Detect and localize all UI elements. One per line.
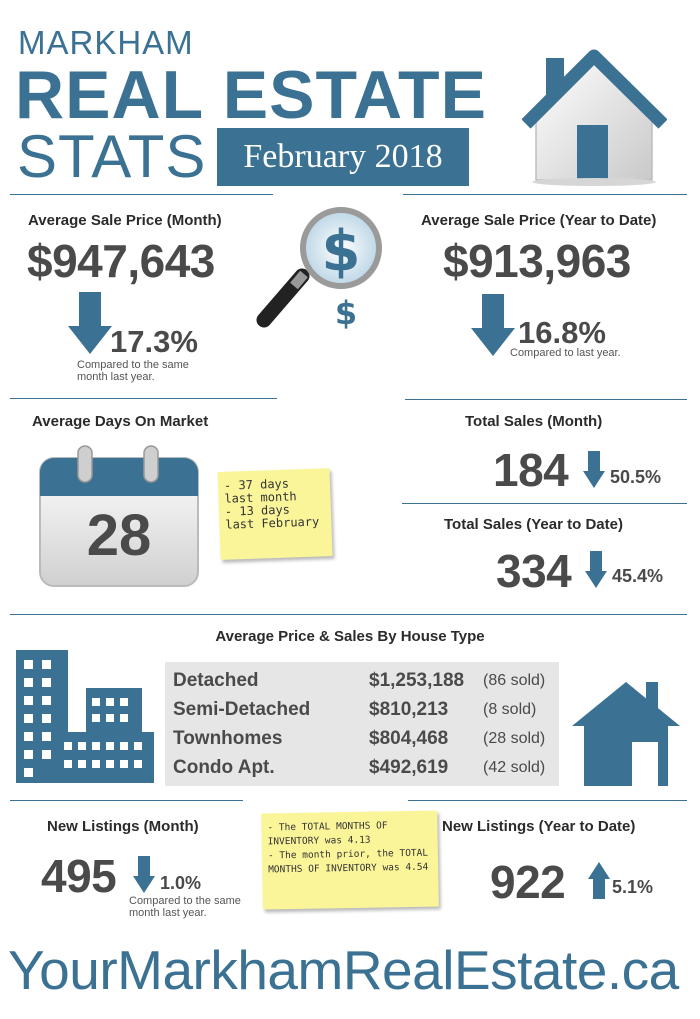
avg-sale-month-value: $947,643 [27, 235, 215, 287]
house-type-price: $810,213 [369, 699, 449, 720]
arrow-down-icon [585, 551, 607, 588]
arrow-down-icon [68, 292, 112, 354]
days-sticky-note: - 37 days last month - 13 days last Febr… [217, 468, 333, 560]
avg-sale-ytd-note: Compared to last year. [510, 347, 621, 359]
arrow-down-icon [133, 856, 155, 893]
apartment-buildings-icon [16, 650, 154, 783]
house-icon [572, 682, 680, 786]
house-type-price: $492,619 [369, 757, 449, 778]
house-type-name: Townhomes [173, 728, 283, 749]
svg-text:$: $ [322, 219, 361, 284]
new-listings-month-note: Compared to the same month last year. [129, 895, 241, 919]
house-icon [522, 49, 667, 186]
arrow-up-icon [588, 862, 610, 899]
footer-website[interactable]: YourMarkhamRealEstate.ca [8, 939, 679, 1001]
table-row: Semi-Detached $810,213 (8 sold) [165, 695, 559, 724]
divider [402, 503, 687, 504]
svg-text:$: $ [335, 294, 357, 332]
divider [10, 614, 687, 615]
total-sales-ytd-label: Total Sales (Year to Date) [444, 516, 623, 533]
house-type-sold: (42 sold) [483, 759, 546, 776]
header-date-badge: February 2018 [217, 128, 469, 186]
header-city: MARKHAM [18, 24, 194, 61]
days-on-market-label: Average Days On Market [32, 413, 209, 430]
total-sales-ytd-value: 334 [496, 545, 572, 597]
header-subtitle: STATS [17, 123, 207, 190]
new-listings-month-value: 495 [41, 850, 117, 902]
total-sales-month-label: Total Sales (Month) [465, 413, 603, 430]
total-sales-month-value: 184 [493, 444, 569, 496]
house-type-sold: (28 sold) [483, 730, 546, 747]
house-type-name: Condo Apt. [173, 757, 275, 778]
divider [10, 800, 243, 801]
avg-sale-month-label: Average Sale Price (Month) [28, 212, 222, 229]
avg-sale-ytd-label: Average Sale Price (Year to Date) [421, 212, 657, 229]
table-row: Townhomes $804,468 (28 sold) [165, 724, 559, 753]
inventory-note-line: - The month prior, the TOTAL MONTHS OF I… [267, 847, 429, 876]
house-type-name: Detached [173, 670, 259, 691]
total-sales-ytd-change: 45.4% [612, 566, 664, 586]
magnifying-glass-dollar-icon: $ $ [256, 207, 382, 332]
new-listings-ytd-label: New Listings (Year to Date) [442, 818, 636, 835]
avg-sale-ytd-value: $913,963 [443, 235, 631, 287]
house-type-price: $1,253,188 [369, 670, 465, 691]
arrow-down-icon [471, 294, 515, 356]
divider [10, 194, 273, 195]
calendar-icon [39, 445, 199, 587]
house-type-table: Detached $1,253,188 (86 sold) Semi-Detac… [165, 662, 559, 786]
arrow-down-icon [583, 451, 605, 488]
new-listings-month-change: 1.0% [160, 873, 202, 893]
new-listings-month-label: New Listings (Month) [47, 818, 199, 835]
table-row: Detached $1,253,188 (86 sold) [165, 666, 559, 695]
house-type-sold: (8 sold) [483, 701, 537, 718]
avg-sale-month-note: Compared to the same month last year. [77, 359, 189, 383]
days-note-line: - 37 days last month [223, 476, 297, 506]
avg-sale-month-change: 17.3% [110, 324, 198, 359]
days-note-line: - 13 days last February [224, 502, 320, 532]
divider [10, 398, 277, 399]
house-type-sold: (86 sold) [483, 672, 546, 689]
days-on-market-value: 28 [86, 503, 152, 568]
avg-sale-ytd-change: 16.8% [518, 315, 606, 350]
new-listings-ytd-change: 5.1% [612, 877, 654, 897]
divider [408, 800, 687, 801]
total-sales-month-change: 50.5% [610, 467, 662, 487]
house-type-name: Semi-Detached [173, 699, 311, 720]
new-listings-ytd-value: 922 [490, 856, 566, 908]
inventory-sticky-note: - The TOTAL MONTHS OF INVENTORY was 4.13… [261, 810, 439, 910]
divider [403, 194, 687, 195]
inventory-note-line: - The TOTAL MONTHS OF INVENTORY was 4.13 [267, 820, 388, 848]
table-row: Condo Apt. $492,619 (42 sold) [165, 753, 559, 782]
header-title: REAL ESTATE [15, 57, 487, 133]
divider [405, 399, 687, 400]
house-type-title: Average Price & Sales By House Type [215, 628, 485, 645]
header-date: February 2018 [243, 138, 443, 175]
house-type-price: $804,468 [369, 728, 449, 749]
